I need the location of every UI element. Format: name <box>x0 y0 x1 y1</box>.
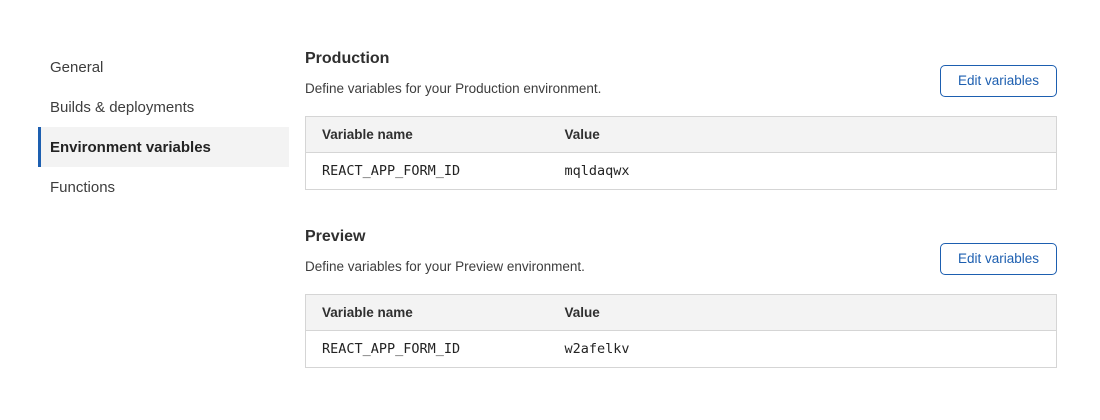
sidebar-item-label: Builds & deployments <box>50 98 195 116</box>
sidebar-item-functions[interactable]: Functions <box>38 167 289 207</box>
table-header-row: Variable name Value <box>305 116 1057 153</box>
column-header-variable-name: Variable name <box>305 294 549 331</box>
column-header-variable-name: Variable name <box>305 116 549 153</box>
table-header-row: Variable name Value <box>305 294 1057 331</box>
sidebar-item-environment-variables[interactable]: Environment variables <box>38 127 289 167</box>
column-header-value: Value <box>548 116 1057 153</box>
column-header-value: Value <box>548 294 1057 331</box>
variables-table: Variable name Value REACT_APP_FORM_ID w2… <box>305 294 1057 368</box>
edit-variables-button[interactable]: Edit variables <box>939 65 1057 97</box>
section-title: Preview <box>305 228 366 245</box>
variable-name-cell: REACT_APP_FORM_ID <box>305 330 549 368</box>
table-row: REACT_APP_FORM_ID mqldaqwx <box>305 152 1057 190</box>
variables-table: Variable name Value REACT_APP_FORM_ID mq… <box>305 116 1057 190</box>
variable-value-cell: mqldaqwx <box>548 152 1057 190</box>
edit-variables-button[interactable]: Edit variables <box>939 243 1057 275</box>
variable-value-cell: w2afelkv <box>548 330 1057 368</box>
sidebar-item-label: General <box>50 58 104 76</box>
preview-section: Preview Define variables for your Previe… <box>305 228 1057 368</box>
sidebar-item-builds-deployments[interactable]: Builds & deployments <box>38 87 289 127</box>
settings-sidebar: General Builds & deployments Environment… <box>38 47 289 207</box>
section-title: Production <box>305 50 390 67</box>
section-description: Define variables for your Production env… <box>305 81 602 96</box>
production-section: Production Define variables for your Pro… <box>305 50 1057 190</box>
settings-page: General Builds & deployments Environment… <box>38 47 1057 368</box>
table-row: REACT_APP_FORM_ID w2afelkv <box>305 330 1057 368</box>
sidebar-item-label: Environment variables <box>50 138 211 156</box>
variable-name-cell: REACT_APP_FORM_ID <box>305 152 549 190</box>
settings-content: Production Define variables for your Pro… <box>305 50 1057 368</box>
sidebar-item-label: Functions <box>50 178 116 196</box>
section-description: Define variables for your Preview enviro… <box>305 259 585 274</box>
sidebar-item-general[interactable]: General <box>38 47 289 87</box>
